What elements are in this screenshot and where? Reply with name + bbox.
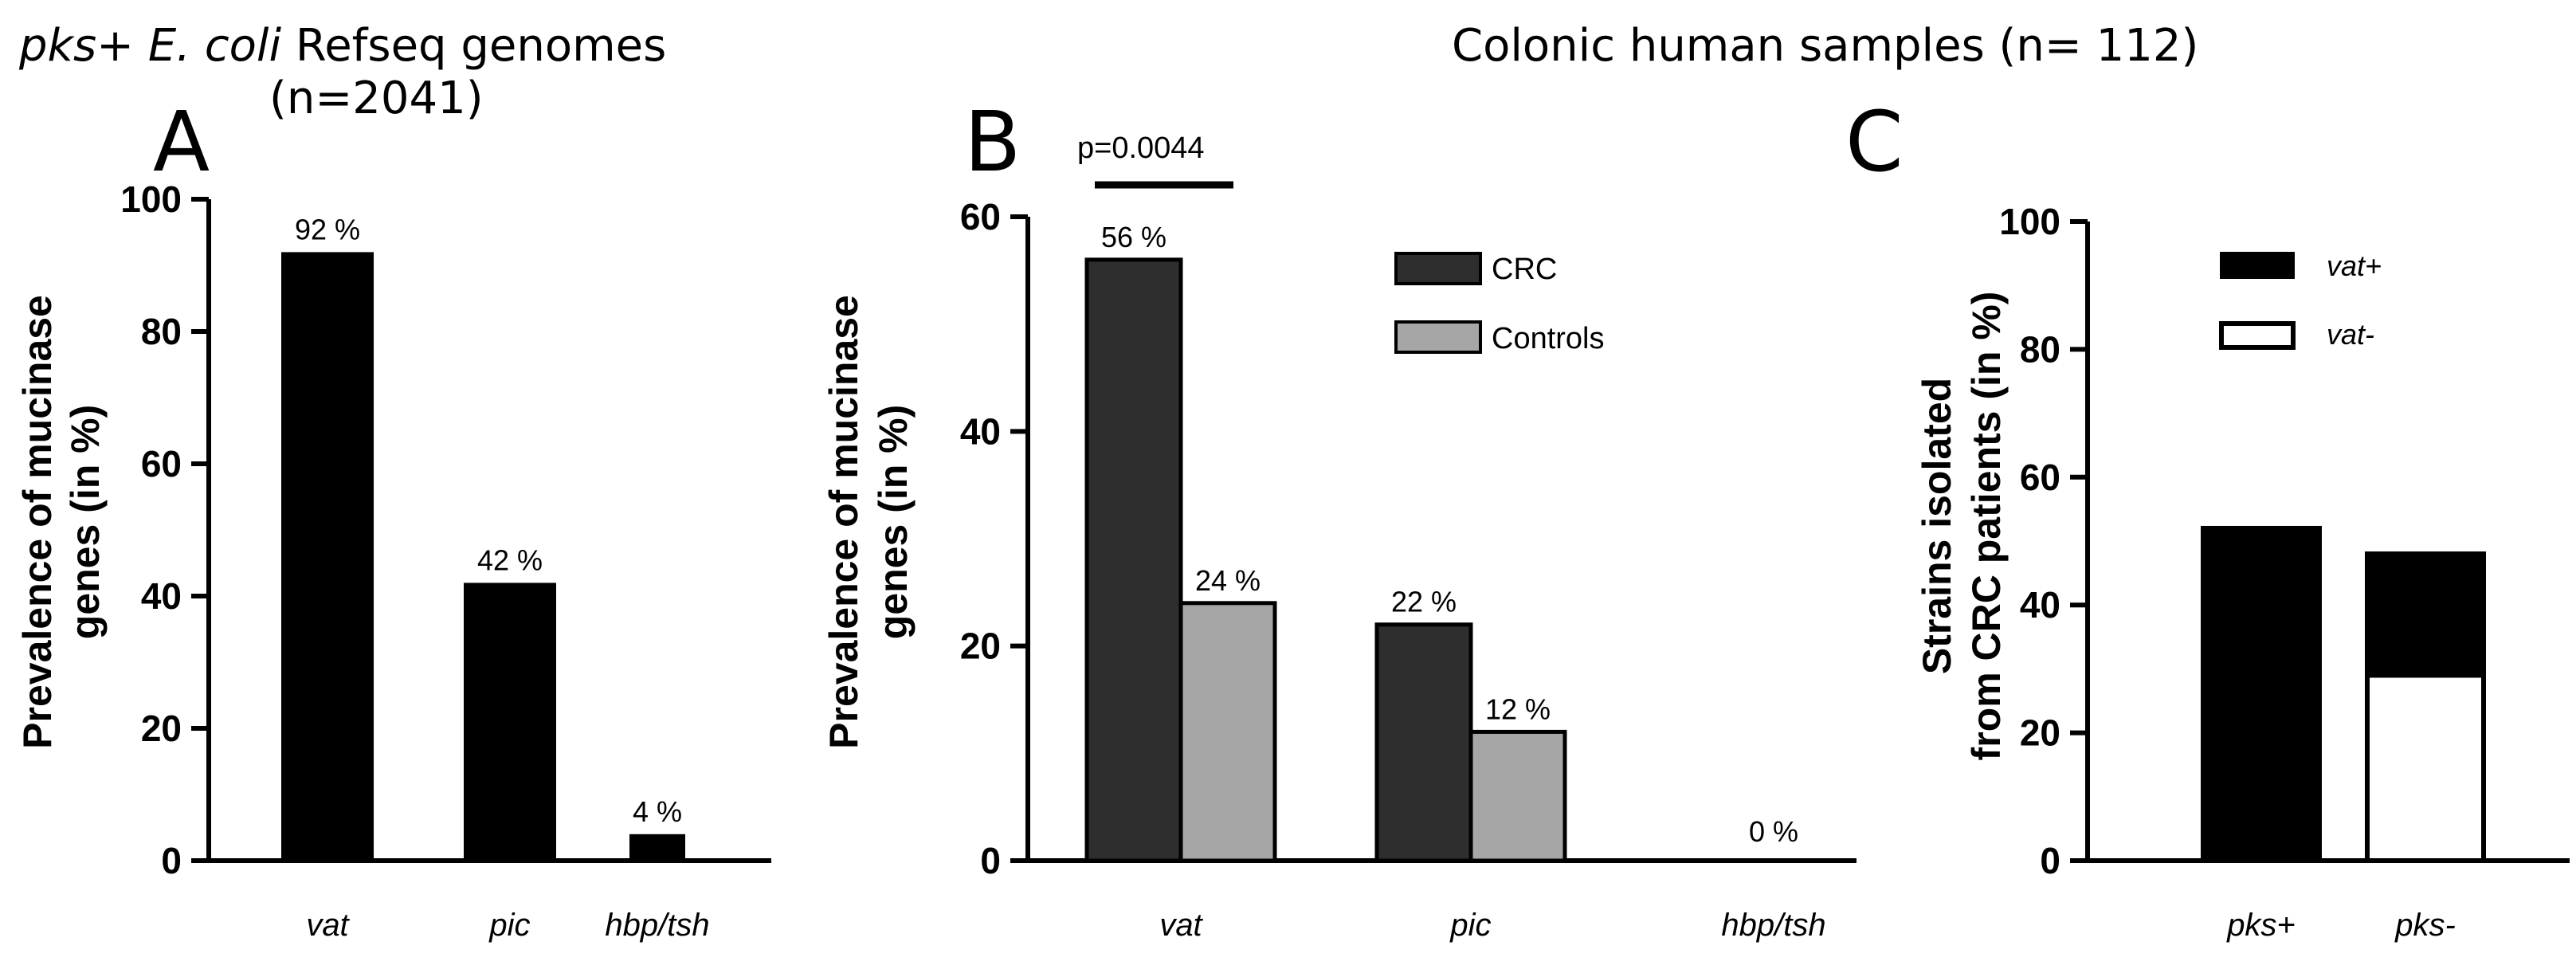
chart-b-pvalue: p=0.0044 (1077, 131, 1205, 165)
chart-b-ytick-label: 20 (960, 626, 1001, 667)
chart-c-ytick-label: 20 (2020, 712, 2060, 754)
chart-a-ytick-label: 0 (161, 840, 182, 881)
chart-b-data-label: 24 % (1195, 564, 1261, 597)
chart-b-ylabel-line2: genes (in %) (871, 405, 916, 639)
chart-b-ytick-label: 60 (960, 196, 1001, 237)
chart-c-bar-pksminus-vatplus (2365, 551, 2486, 678)
chart-b-data-label: 12 % (1485, 692, 1551, 725)
chart-a-ylabel-line1: Prevalence of mucinase (15, 295, 60, 749)
chart-c-legend: vat+ vat- (2219, 249, 2382, 351)
chart-b-data-label: 22 % (1391, 586, 1457, 618)
legend-swatch-vat-minus (2219, 321, 2296, 350)
chart-b-data-label: 56 % (1101, 221, 1166, 253)
chart-b-category-label: pic (1449, 908, 1491, 943)
chart-a-bar-hbp-tsh (629, 834, 685, 861)
chart-c-ytick-label: 60 (2020, 457, 2060, 498)
chart-b-ylabel-line1: Prevalence of mucinase (821, 295, 866, 749)
title-left-rest: Refseq genomes (281, 20, 666, 72)
chart-b-bar-crc-pic (1374, 622, 1473, 863)
chart-b-ytick-label: 40 (960, 410, 1001, 452)
chart-a: Prevalence of mucinase genes (in %) 0 20 4… (15, 178, 771, 943)
chart-a-bar-pic (464, 583, 556, 861)
legend-label-controls: Controls (1492, 322, 1605, 355)
chart-c-category-label: pks- (2394, 908, 2456, 943)
chart-c-ylabel-line2: from CRC patients (in %) (1964, 292, 2009, 761)
chart-a-ytick-label: 60 (141, 443, 182, 484)
chart-a-ytick-label: 80 (141, 311, 182, 352)
legend-label-vat-minus: vat- (2327, 318, 2374, 351)
chart-c-bar-pksplus-vatplus (2201, 525, 2322, 864)
chart-a-ylabel-line2: genes (in %) (63, 405, 108, 639)
chart-c-ylabel-line1: Strains isolated (1915, 378, 1959, 674)
title-left: pks+ E. coli Refseq genomes (18, 20, 666, 72)
panel-label-a: A (153, 93, 210, 190)
chart-b-legend: CRC Controls (1394, 252, 1605, 355)
legend-label-crc: CRC (1492, 253, 1557, 286)
chart-b-category-label: hbp/tsh (1721, 908, 1825, 943)
chart-a-category-label: hbp/tsh (605, 908, 709, 943)
chart-a-data-label: 42 % (477, 543, 543, 576)
chart-b-category-label: vat (1159, 908, 1203, 943)
chart-a-ytick-label: 40 (141, 575, 182, 617)
panel-label-c: C (1845, 93, 1904, 190)
title-right: Colonic human samples (n= 112) (1452, 20, 2198, 72)
chart-b-data-label-hbp: 0 % (1749, 815, 1798, 848)
chart-a-ytick-label: 20 (141, 708, 182, 749)
chart-c-ytick-label: 40 (2020, 584, 2060, 626)
chart-a-ytick-label: 100 (120, 178, 182, 220)
title-left-italic: pks+ E. coli (18, 20, 281, 72)
legend-label-vat-plus: vat+ (2327, 249, 2382, 282)
chart-a-data-label: 4 % (633, 795, 682, 828)
chart-c-ytick-label: 100 (1999, 201, 2060, 242)
chart-c: Strains isolated from CRC patients (in %… (1915, 201, 2570, 943)
legend-swatch-vat-plus (2220, 252, 2295, 279)
title-left-n: (n=2041) (269, 73, 484, 124)
chart-c-ytick-label: 0 (2040, 840, 2060, 881)
chart-b-bar-controls-vat (1178, 601, 1277, 863)
chart-c-bar-pksminus-vatminus (2365, 673, 2486, 863)
chart-a-bar-vat (281, 252, 374, 861)
legend-swatch-crc (1394, 252, 1482, 285)
chart-b: Prevalence of mucinase genes (in %) 0 20 4… (821, 131, 1857, 943)
chart-b-bar-controls-pic (1468, 729, 1567, 863)
chart-a-data-label: 92 % (295, 213, 360, 245)
chart-c-category-label: pks+ (2226, 908, 2296, 943)
chart-a-category-label: pic (488, 908, 530, 943)
chart-b-bar-crc-vat (1084, 257, 1183, 863)
chart-b-ytick-label: 0 (980, 840, 1001, 881)
chart-a-category-label: vat (306, 908, 350, 943)
chart-c-ytick-label: 80 (2020, 328, 2060, 370)
panel-label-b: B (964, 93, 1021, 190)
legend-swatch-controls (1394, 320, 1482, 354)
